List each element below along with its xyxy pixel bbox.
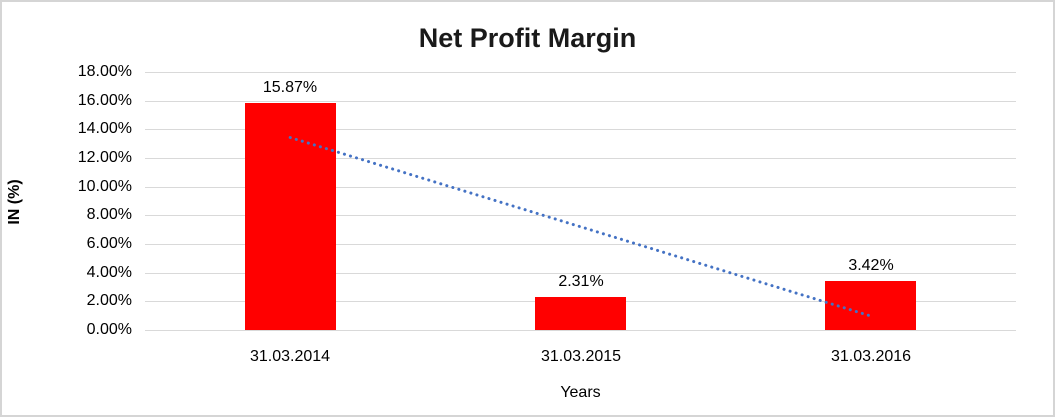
y-axis-title: IN (%): [6, 179, 23, 225]
trendline-dotted-line: [288, 136, 873, 318]
gridline-14.00%: [145, 129, 1016, 130]
bar-data-label: 15.87%: [262, 79, 318, 96]
bar-31.03.2015: [535, 297, 626, 330]
gridline-0.00%: [145, 330, 1016, 331]
bar-data-label: 2.31%: [558, 273, 604, 290]
y-tick-label: 6.00%: [86, 235, 132, 252]
x-tick-label: 31.03.2014: [249, 348, 331, 365]
y-tick-label: 18.00%: [77, 63, 132, 80]
y-tick-label: 10.00%: [77, 177, 132, 195]
gridline-12.00%: [145, 158, 1016, 159]
bar-data-label: 3.42%: [848, 257, 894, 274]
x-axis-title: Years: [560, 384, 601, 401]
y-tick-label: 16.00%: [77, 91, 132, 109]
y-tick-label: 14.00%: [77, 120, 132, 138]
bar-31.03.2014: [245, 103, 336, 330]
gridline-6.00%: [145, 244, 1016, 245]
chart-title: Net Profit Margin: [418, 23, 637, 53]
y-tick-label: 2.00%: [86, 292, 132, 310]
gridline-10.00%: [145, 187, 1016, 188]
y-tick-label: 0.00%: [86, 321, 132, 338]
y-tick-label: 4.00%: [86, 263, 132, 281]
trendline: [288, 136, 873, 318]
x-tick-label: 31.03.2016: [830, 348, 912, 365]
gridline-18.00%: [145, 72, 1016, 73]
gridline-4.00%: [145, 273, 1016, 274]
bar-31.03.2016: [825, 281, 916, 330]
y-tick-label: 8.00%: [86, 206, 132, 224]
plot-area: [145, 72, 1016, 331]
gridline-8.00%: [145, 215, 1016, 216]
gridline-16.00%: [145, 101, 1016, 102]
x-tick-label: 31.03.2015: [540, 348, 622, 365]
y-tick-label: 12.00%: [77, 149, 132, 166]
